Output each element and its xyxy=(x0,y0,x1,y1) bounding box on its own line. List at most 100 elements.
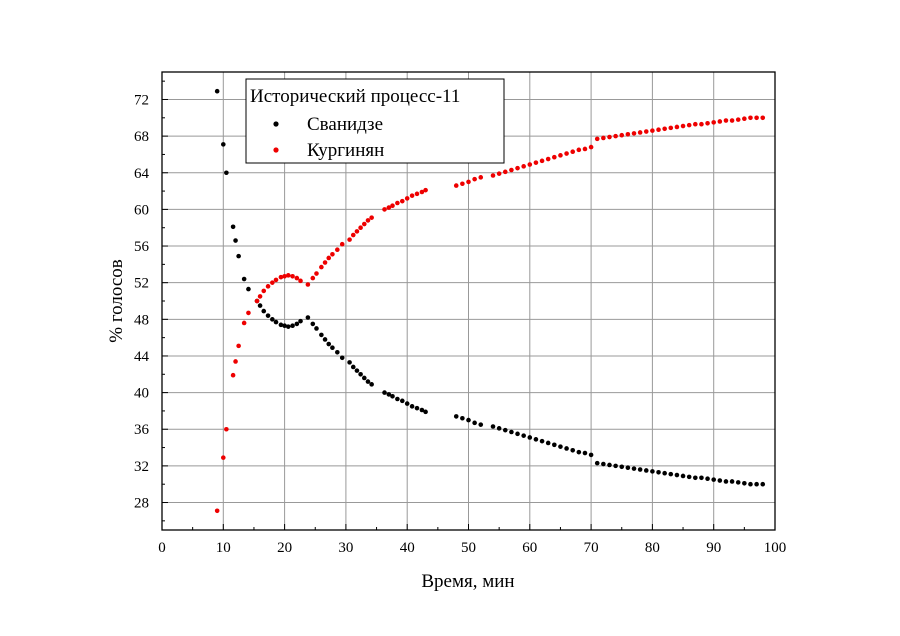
data-point xyxy=(310,275,316,281)
data-point xyxy=(382,390,387,395)
data-point xyxy=(257,294,263,299)
data-point xyxy=(278,274,284,280)
data-point xyxy=(246,310,251,316)
data-point xyxy=(693,475,698,481)
data-point xyxy=(285,273,291,278)
x-tick-label: 100 xyxy=(764,540,787,556)
y-tick-label: 60 xyxy=(134,202,149,218)
data-point xyxy=(347,360,352,365)
data-point xyxy=(533,437,539,442)
data-point xyxy=(650,128,655,133)
data-points xyxy=(214,88,766,514)
data-point xyxy=(490,424,496,429)
data-point xyxy=(233,238,238,243)
x-tick-label: 0 xyxy=(158,540,166,556)
data-point xyxy=(558,444,563,449)
data-point xyxy=(347,237,352,242)
y-tick-label: 48 xyxy=(134,312,149,328)
data-point xyxy=(711,120,716,125)
data-point xyxy=(490,173,496,178)
x-tick-label: 50 xyxy=(461,540,476,556)
data-point xyxy=(330,345,335,351)
data-point xyxy=(699,121,704,127)
data-point xyxy=(335,247,340,253)
legend-marker-svanidze xyxy=(273,121,279,127)
data-point xyxy=(305,315,311,320)
data-point xyxy=(270,317,275,322)
data-point xyxy=(680,123,686,129)
legend-box xyxy=(245,78,505,164)
data-point xyxy=(390,203,395,209)
x-tick-label: 10 xyxy=(216,540,231,556)
data-point xyxy=(265,284,271,289)
data-point xyxy=(705,120,710,126)
data-point xyxy=(754,115,759,121)
data-point xyxy=(662,470,667,476)
data-point xyxy=(233,359,238,364)
data-point xyxy=(466,179,471,185)
data-point xyxy=(601,461,606,467)
data-point xyxy=(261,288,267,294)
data-point xyxy=(601,135,606,141)
data-point xyxy=(273,319,279,325)
x-tick-label: 30 xyxy=(338,540,353,556)
data-point xyxy=(527,162,533,167)
data-point xyxy=(478,175,484,180)
data-point xyxy=(404,401,410,406)
data-point xyxy=(656,127,661,133)
data-point xyxy=(314,326,319,331)
data-point xyxy=(221,455,226,460)
data-point xyxy=(354,229,360,234)
data-point xyxy=(723,118,729,123)
y-tick-label: 72 xyxy=(134,92,149,108)
legend-label-svanidze: Сванидзе xyxy=(307,114,383,135)
data-point xyxy=(613,133,618,139)
data-point xyxy=(539,438,545,444)
data-point xyxy=(748,481,753,487)
data-point xyxy=(322,260,328,265)
data-point xyxy=(680,473,686,479)
data-point xyxy=(674,472,680,478)
data-point xyxy=(354,368,360,373)
data-point xyxy=(631,466,637,471)
data-point xyxy=(361,375,367,381)
data-point xyxy=(502,427,508,433)
data-point xyxy=(350,364,356,370)
data-point xyxy=(298,278,303,284)
data-point xyxy=(453,183,459,188)
data-point xyxy=(365,379,371,384)
data-point xyxy=(625,465,631,471)
data-point xyxy=(533,160,539,165)
data-point xyxy=(588,144,594,150)
x-tick-label: 70 xyxy=(584,540,599,556)
data-point xyxy=(754,481,759,487)
data-point xyxy=(717,119,723,124)
data-point xyxy=(409,193,415,198)
y-tick-label: 68 xyxy=(134,129,149,145)
data-point xyxy=(285,324,291,329)
data-point xyxy=(656,469,661,475)
data-point xyxy=(230,372,236,378)
data-point xyxy=(686,122,692,128)
data-point xyxy=(668,125,674,131)
data-point xyxy=(305,282,311,287)
data-point xyxy=(382,207,387,212)
data-point xyxy=(395,200,400,206)
x-tick-label: 60 xyxy=(522,540,537,556)
data-point xyxy=(319,332,324,338)
data-point xyxy=(496,171,502,176)
data-point xyxy=(564,151,569,156)
data-point xyxy=(214,508,220,514)
data-point xyxy=(294,275,300,281)
data-point xyxy=(472,420,477,426)
data-point xyxy=(395,396,400,402)
data-point xyxy=(290,323,295,329)
data-point xyxy=(582,146,588,152)
y-tick-label: 40 xyxy=(134,386,149,402)
data-point xyxy=(735,480,741,485)
data-point xyxy=(631,131,637,136)
data-point xyxy=(241,276,247,282)
plot-frame xyxy=(161,71,776,531)
data-point xyxy=(319,264,324,270)
data-point xyxy=(588,452,594,458)
